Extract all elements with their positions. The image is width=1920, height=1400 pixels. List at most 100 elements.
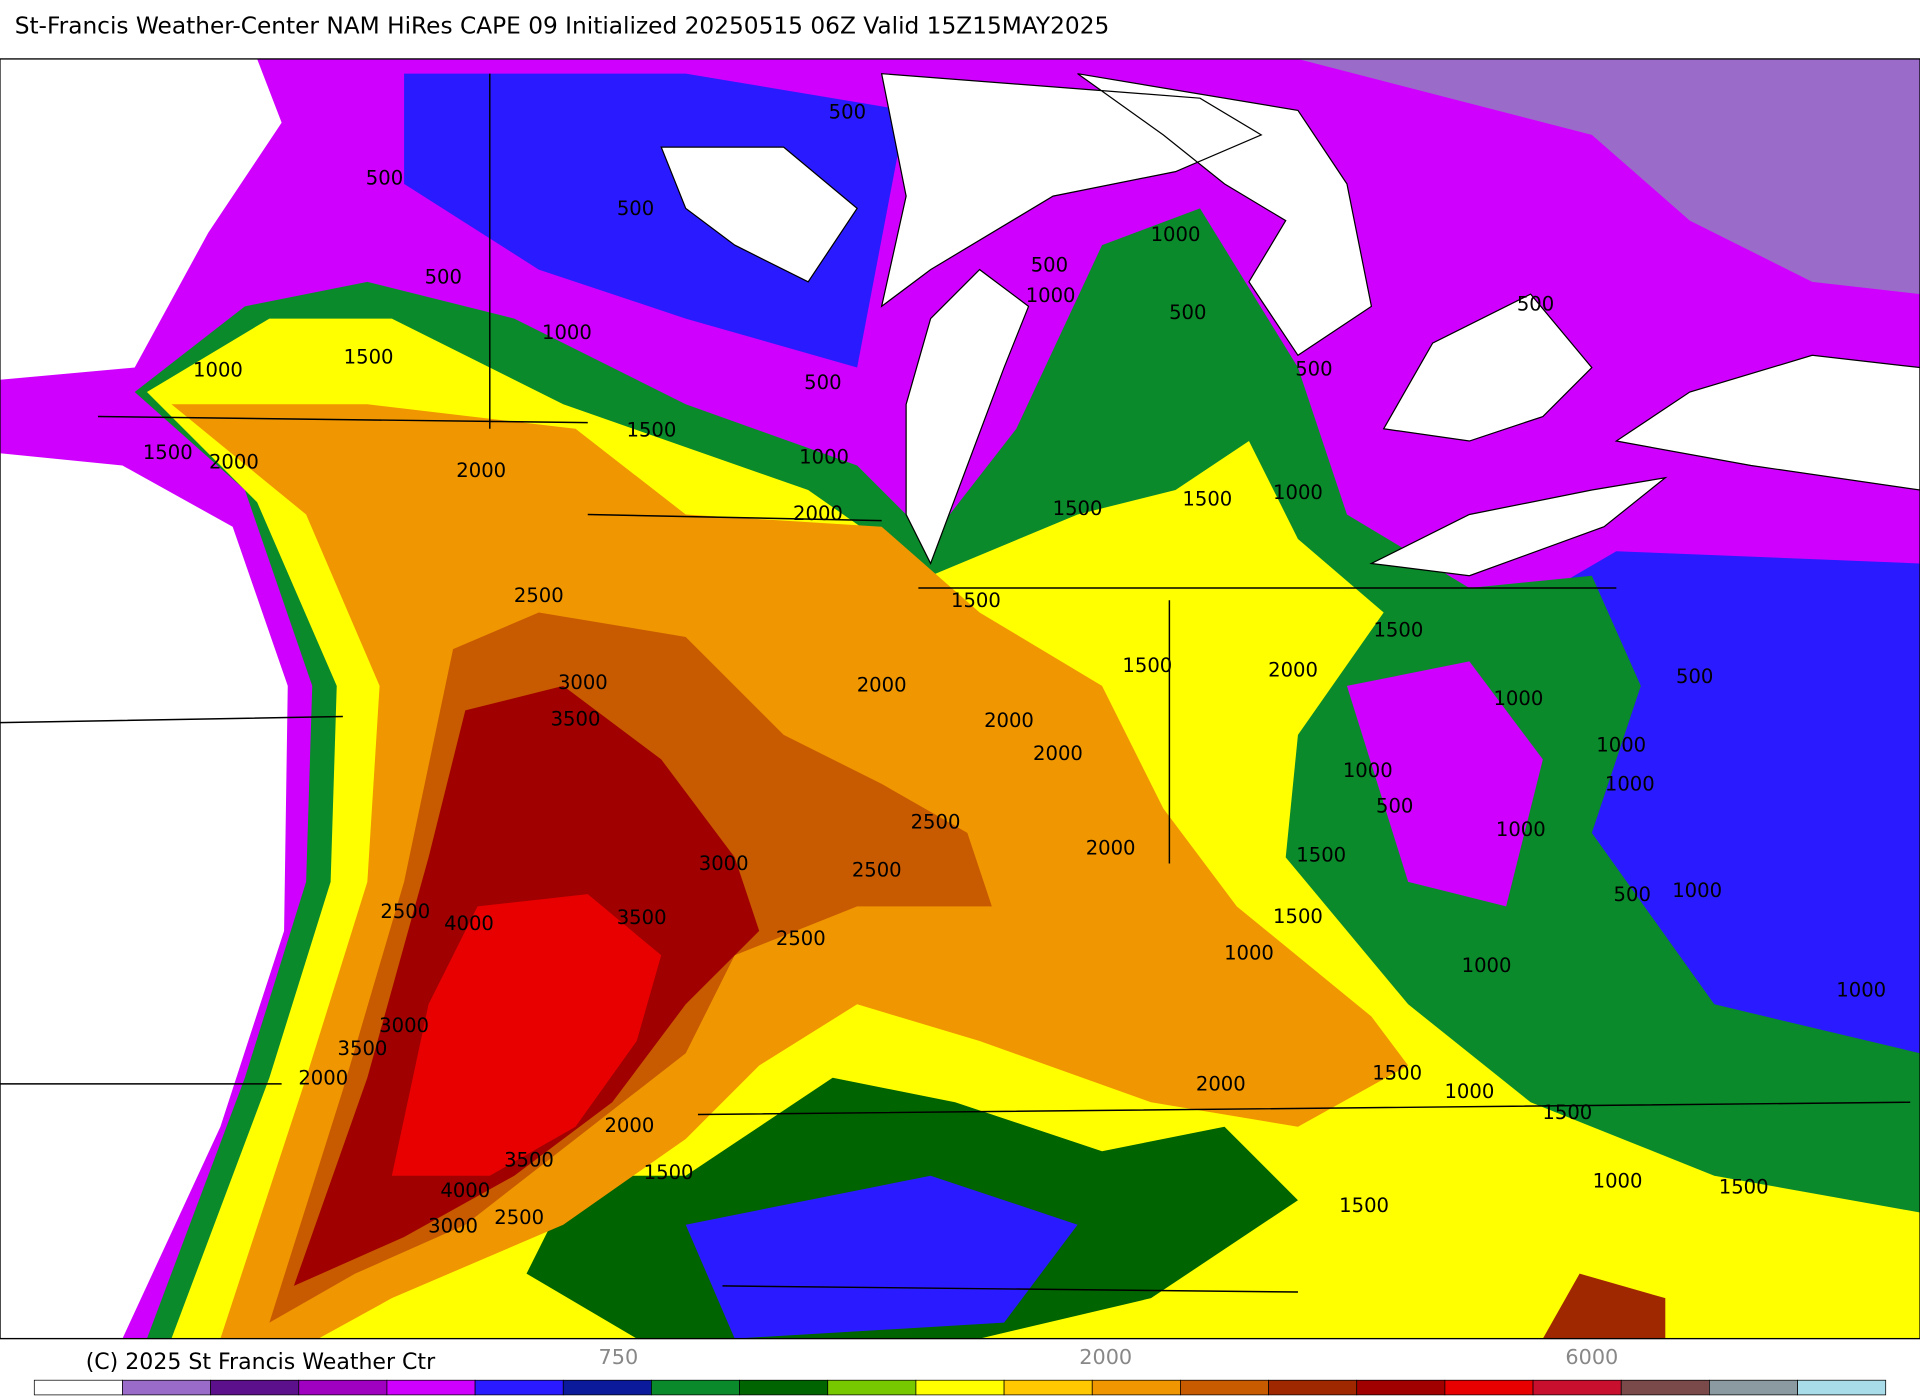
contour-label: 1000 <box>1026 284 1076 307</box>
colorbar-label: 750 <box>599 1345 639 1369</box>
contour-label: 2500 <box>494 1206 544 1229</box>
contour-label: 1500 <box>143 441 193 464</box>
contour-label: 500 <box>425 266 462 289</box>
contour-label: 2000 <box>604 1114 654 1137</box>
contour-label: 2000 <box>1033 742 1083 765</box>
contour-label: 1000 <box>1462 954 1512 977</box>
contour-label: 1500 <box>951 589 1001 612</box>
contour-label: 1500 <box>1122 654 1172 677</box>
map-frame <box>0 58 1920 1340</box>
colorbar-swatch <box>122 1379 211 1396</box>
contour-label: 3000 <box>699 852 749 875</box>
contour-label: 3500 <box>551 708 601 731</box>
colorbar-swatch <box>386 1379 476 1396</box>
contour-label: 2500 <box>514 584 564 607</box>
colorbar-label: 2000 <box>1079 1345 1132 1369</box>
contour-labels: 500 500 500 500 500 1000 1000 1500 1500 2000 2000 2… <box>143 100 1886 1237</box>
contour-label: 2000 <box>456 459 506 482</box>
contour-label: 2500 <box>380 900 430 923</box>
contour-label: 1000 <box>1273 481 1323 504</box>
contour-label: 500 <box>804 371 841 394</box>
contour-label: 2000 <box>984 709 1034 732</box>
contour-label: 2500 <box>852 858 902 881</box>
contour-label: 1000 <box>1224 942 1274 965</box>
colorbar-swatch <box>33 1379 123 1396</box>
contour-label: 500 <box>1614 883 1651 906</box>
contour-label: 500 <box>617 197 654 220</box>
contour-label: 1000 <box>542 321 592 344</box>
state-borders <box>0 73 1911 1293</box>
cape-region <box>1542 1273 1666 1339</box>
contour-label: 4000 <box>440 1179 490 1202</box>
colorbar-swatch <box>1003 1379 1093 1396</box>
title: St-Francis Weather-Center NAM HiRes CAPE… <box>15 12 1110 39</box>
contour-label: 1000 <box>1343 759 1393 782</box>
great-lakes <box>660 73 1920 577</box>
contour-label: 2000 <box>793 502 843 525</box>
contour-label: 2000 <box>857 673 907 696</box>
contour-label: 500 <box>1517 293 1554 316</box>
contour-label: 2500 <box>911 811 961 834</box>
contour-label: 2000 <box>1196 1073 1246 1096</box>
contour-label: 1500 <box>1273 905 1323 928</box>
contour-label: 500 <box>1676 665 1713 688</box>
colorbar-swatch <box>1180 1379 1269 1396</box>
contour-label: 500 <box>1295 358 1332 381</box>
cape-region <box>685 1175 1078 1339</box>
colorbar-swatch <box>1268 1379 1358 1396</box>
colorbar-swatch <box>827 1379 917 1396</box>
contour-label: 1000 <box>1493 687 1543 710</box>
contour-label: 3500 <box>504 1149 554 1172</box>
contour-label: 1500 <box>1296 844 1346 867</box>
colorbar: 750 2000 6000 <box>33 1345 1887 1396</box>
colorbar-swatch <box>210 1379 300 1396</box>
contour-label: 1000 <box>1496 818 1546 841</box>
contour-label: 1000 <box>1444 1080 1494 1103</box>
contour-label: 1500 <box>1372 1062 1422 1085</box>
contour-label: 3500 <box>338 1037 388 1060</box>
contour-label: 3000 <box>558 671 608 694</box>
contour-label: 2500 <box>776 927 826 950</box>
contour-label: 1500 <box>1182 487 1232 510</box>
cape-region <box>1297 58 1920 295</box>
contour-label: 3000 <box>379 1014 429 1037</box>
contour-label: 1500 <box>1339 1194 1389 1217</box>
cape-region <box>391 894 662 1176</box>
contour-label: 500 <box>1376 795 1413 818</box>
contour-label: 500 <box>1031 253 1068 276</box>
copyright: (C) 2025 St Francis Weather Ctr <box>86 1350 436 1375</box>
contour-label: 1000 <box>1151 223 1201 246</box>
cape-region <box>1346 661 1543 907</box>
colorbar-swatch <box>1620 1379 1710 1396</box>
colorbar-label: 6000 <box>1565 1345 1618 1369</box>
contour-label: 500 <box>829 100 866 123</box>
contour-label: 4000 <box>444 912 494 935</box>
contour-label: 1000 <box>1836 978 1886 1001</box>
contour-label: 3500 <box>617 906 667 929</box>
contour-label: 2000 <box>298 1066 348 1089</box>
colorbar-swatch <box>1532 1379 1622 1396</box>
colorbar-swatch <box>298 1379 388 1396</box>
contour-label: 1500 <box>1053 497 1103 520</box>
contour-label: 1500 <box>1542 1101 1592 1124</box>
colorbar-swatch <box>474 1379 564 1396</box>
contour-label: 1000 <box>1672 879 1722 902</box>
contour-label: 3000 <box>428 1215 478 1238</box>
contour-label: 1000 <box>1605 773 1655 796</box>
colorbar-swatch <box>1444 1379 1534 1396</box>
colorbar-swatch <box>1797 1379 1887 1396</box>
contour-label: 1000 <box>799 446 849 469</box>
map <box>0 58 1920 1340</box>
contour-label: 1000 <box>193 359 243 382</box>
colorbar-swatch <box>1091 1379 1181 1396</box>
contour-label: 500 <box>1169 301 1206 324</box>
contour-label: 1500 <box>1719 1175 1769 1198</box>
colorbar-swatch <box>562 1379 652 1396</box>
colorbar-swatch <box>739 1379 829 1396</box>
contour-label: 1000 <box>1596 733 1646 756</box>
contour-label: 1500 <box>627 419 677 442</box>
contour-label: 1000 <box>1593 1169 1643 1192</box>
colorbar-swatch <box>1709 1379 1798 1396</box>
contour-label: 2000 <box>1086 836 1136 859</box>
